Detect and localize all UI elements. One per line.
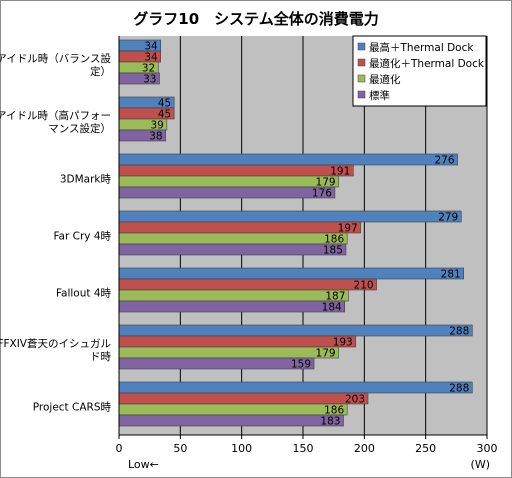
bar [118,346,339,359]
data-label: 159 [291,359,311,371]
legend-swatch [357,42,366,51]
chart-title: グラフ10 システム全体の消費電力 [133,10,379,28]
bar [118,335,357,348]
bar [118,324,473,337]
data-label: 276 [435,155,455,167]
data-label: 210 [354,280,374,292]
category-label: アイドル時（バランス設 [0,52,111,65]
legend-label: 最適化＋Thermal Dock [369,57,485,70]
x-axis-note: Low← [128,458,159,471]
data-label: 197 [338,223,358,235]
category-label: 定） [90,65,111,78]
data-label: 38 [149,131,162,143]
bar [118,278,377,291]
x-tick-label: 0 [116,442,123,455]
category-label: Project CARS時 [33,402,112,414]
legend-box [352,35,487,107]
data-label: 183 [320,416,340,428]
bar [118,164,354,177]
data-label: 179 [316,177,336,189]
data-label: 288 [449,383,469,395]
bar [118,175,339,188]
bar [118,210,462,223]
x-tick-label: 100 [231,442,252,455]
category-label: 3DMark時 [60,174,112,186]
data-label: 186 [324,234,344,246]
legend-label: 最高＋Thermal Dock [369,41,474,54]
data-label: 193 [333,337,353,349]
data-label: 34 [144,41,158,53]
data-label: 34 [144,52,158,64]
category-label: Fallout 4時 [56,288,112,300]
bar [118,357,315,370]
data-label: 279 [438,212,458,224]
bar [118,186,336,199]
data-label: 185 [323,245,343,257]
data-label: 281 [441,269,461,281]
bar [118,300,346,313]
data-label: 191 [330,166,350,178]
bar [118,381,473,394]
legend-label: 最適化 [369,73,401,86]
legend-swatch [357,90,366,99]
data-label: 179 [316,348,336,360]
bar [118,221,361,234]
x-tick-label: 300 [477,442,498,455]
bar [118,403,348,416]
bar [118,267,464,280]
data-label: 187 [325,291,345,303]
data-label: 33 [143,74,156,86]
legend-swatch [357,58,366,67]
data-label: 39 [150,120,163,132]
bar [118,243,347,256]
category-label: FFXIV蒼天のイシュガル [0,338,111,350]
x-tick-label: 250 [415,442,436,455]
data-label: 45 [158,98,171,110]
legend-swatch [357,74,366,83]
bar [118,414,344,427]
category-label: マンス設定） [48,122,111,135]
bar [118,153,458,166]
category-label: アイドル時（高パフォー [0,109,111,122]
x-tick-label: 50 [173,442,187,455]
category-label: ド時 [90,351,111,363]
x-tick-label: 200 [354,442,375,455]
data-label: 203 [345,394,365,406]
x-axis-unit: (W) [471,458,490,471]
bar [118,289,349,302]
data-label: 45 [158,109,171,121]
data-label: 176 [312,188,332,200]
data-label: 184 [322,302,342,314]
data-label: 288 [449,326,469,338]
category-label: Far Cry 4時 [53,231,111,243]
x-tick-label: 150 [293,442,314,455]
bar [118,232,348,245]
data-label: 32 [142,63,155,75]
legend-label: 標準 [369,89,390,102]
data-label: 186 [324,405,344,417]
bar [118,392,369,405]
